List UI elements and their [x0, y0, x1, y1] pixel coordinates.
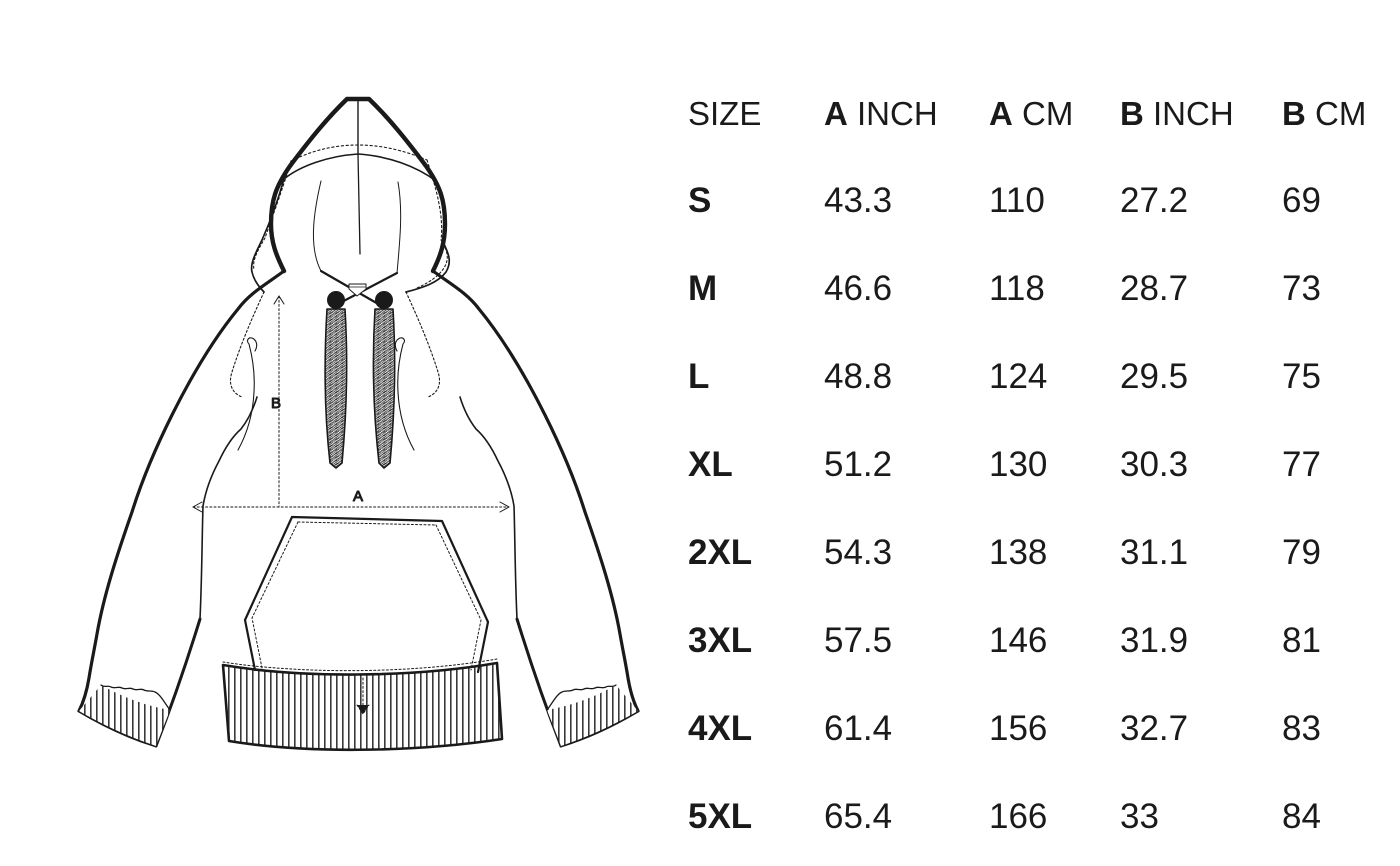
svg-text:B: B [271, 395, 281, 412]
svg-text:A: A [353, 488, 363, 505]
